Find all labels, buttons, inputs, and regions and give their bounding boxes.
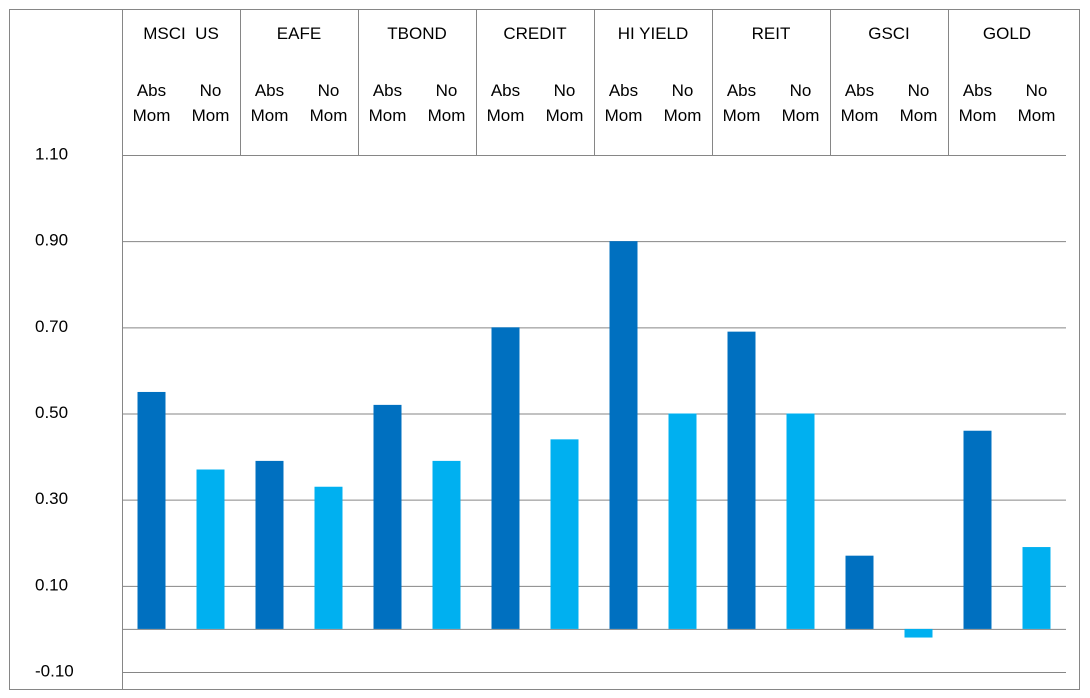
- bar: [314, 486, 343, 629]
- series-label: Abs Mom: [722, 81, 761, 125]
- series-label: No Mom: [781, 81, 820, 125]
- bar: [196, 469, 225, 629]
- series-label: No Mom: [191, 81, 230, 125]
- series-label: Abs Mom: [250, 81, 289, 125]
- category-label: REIT: [751, 24, 791, 43]
- series-label: Abs Mom: [486, 81, 525, 125]
- bar: [1022, 547, 1051, 629]
- bar: [432, 460, 461, 629]
- y-tick-label: 0.50: [35, 403, 68, 422]
- category-label: HI YIELD: [617, 24, 689, 43]
- bar: [845, 555, 874, 629]
- series-label: No Mom: [427, 81, 466, 125]
- series-label: No Mom: [309, 81, 348, 125]
- category-label: MSCI US: [143, 24, 219, 43]
- bar: [373, 404, 402, 629]
- y-tick-label: 0.30: [35, 489, 68, 508]
- bar: [786, 413, 815, 629]
- y-tick-label: 0.90: [35, 231, 68, 250]
- bar: [137, 391, 166, 629]
- series-label: No Mom: [663, 81, 702, 125]
- category-label: EAFE: [276, 24, 322, 43]
- bar: [727, 331, 756, 629]
- series-label: Abs Mom: [840, 81, 879, 125]
- series-label: No Mom: [545, 81, 584, 125]
- bar: [963, 430, 992, 629]
- category-label: GOLD: [982, 24, 1032, 43]
- y-tick-label: 1.10: [35, 144, 68, 163]
- series-label: No Mom: [899, 81, 938, 125]
- bar: [904, 628, 933, 638]
- series-label: Abs Mom: [132, 81, 171, 125]
- bar: [609, 241, 638, 629]
- bar: [255, 460, 284, 629]
- bar: [668, 413, 697, 629]
- category-label: TBOND: [387, 24, 447, 43]
- bar: [491, 327, 520, 629]
- chart-border: [9, 9, 1080, 690]
- y-tick-label: 0.70: [35, 317, 68, 336]
- y-tick-label: -0.10: [35, 661, 74, 680]
- series-label: No Mom: [1017, 81, 1056, 125]
- y-tick-label: 0.10: [35, 575, 68, 594]
- category-label: GSCI: [868, 24, 910, 43]
- category-label: CREDIT: [503, 24, 567, 43]
- series-label: Abs Mom: [604, 81, 643, 125]
- series-label: Abs Mom: [958, 81, 997, 125]
- bar: [550, 439, 579, 629]
- series-label: Abs Mom: [368, 81, 407, 125]
